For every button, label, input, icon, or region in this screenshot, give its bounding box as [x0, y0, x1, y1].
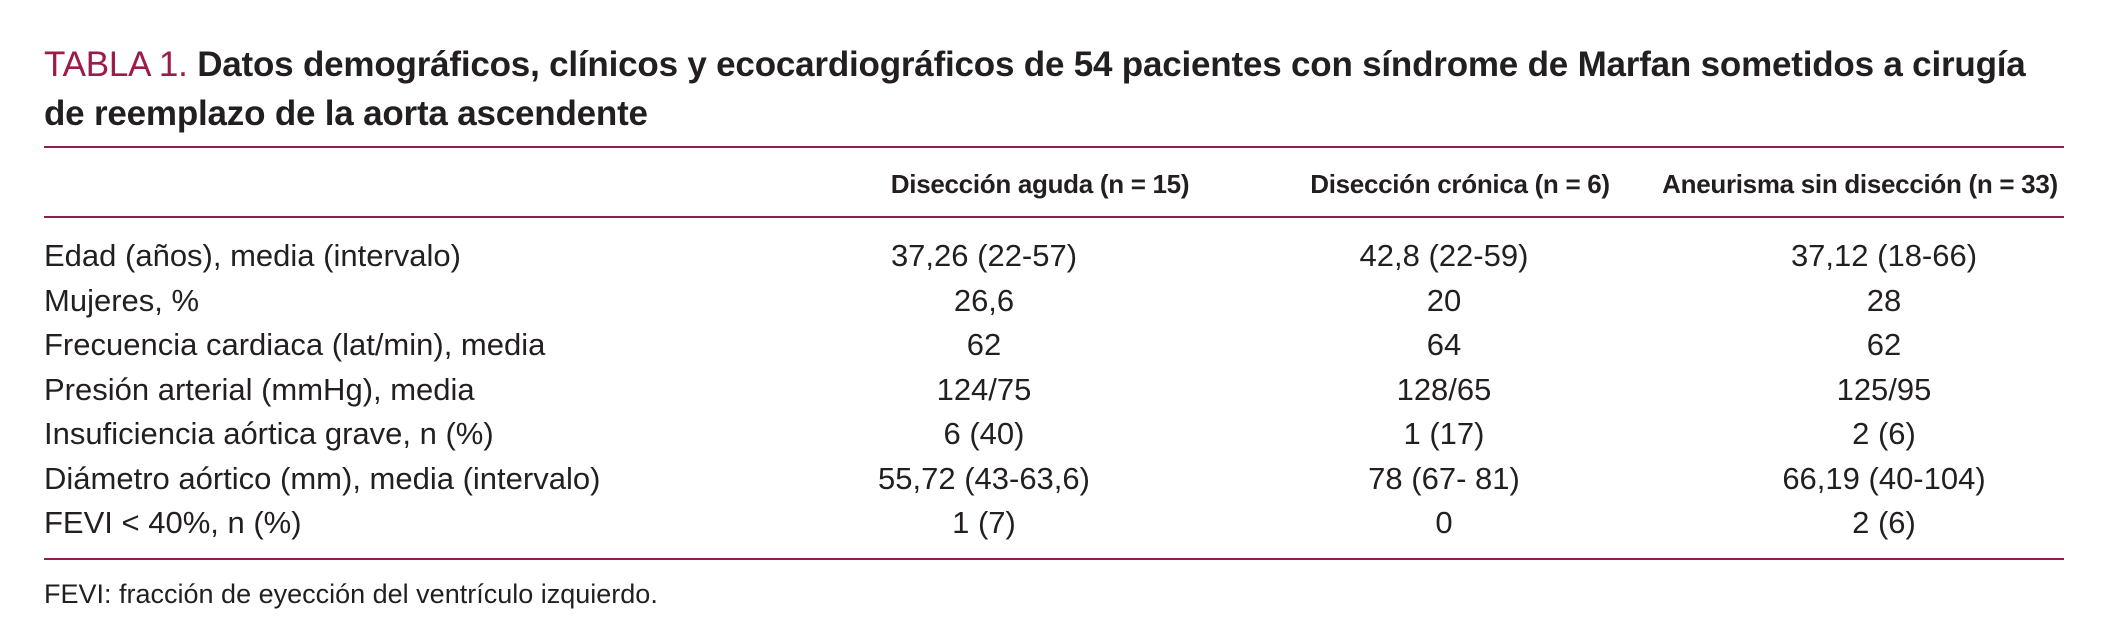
row-label: Mujeres, % [44, 282, 200, 318]
cell-chronic: 1 (17) [1403, 416, 1485, 451]
table-body: Edad (años), media (intervalo) 37,26 (22… [44, 234, 2064, 546]
table-row: Edad (años), media (intervalo) 37,26 (22… [44, 234, 2064, 279]
cell-aneurysm: 125/95 [1836, 371, 1932, 407]
cell-acute: 62 [966, 327, 1002, 362]
cell-aneurysm: 66,19 (40-104) [1782, 460, 1986, 496]
cell-aneurysm: 2 (6) [1852, 416, 1916, 451]
table-caption: Datos demográficos, clínicos y ecocardio… [44, 45, 2026, 133]
row-label: Presión arterial (mmHg), media [44, 371, 475, 407]
cell-aneurysm: 28 [1866, 282, 1902, 318]
table-number-label: TABLA 1. [44, 45, 188, 84]
column-header-aneurysm: Aneurisma sin disección (n = 33) [1662, 169, 2058, 199]
table-row: FEVI < 40%, n (%) 1 (7) 0 2 (6) [44, 501, 2064, 546]
column-header-chronic-dissection: Disección crónica (n = 6) [1310, 169, 1610, 199]
cell-chronic: 128/65 [1396, 371, 1492, 407]
cell-chronic: 20 [1426, 282, 1462, 318]
table-row: Mujeres, % 26,6 20 28 [44, 279, 2064, 324]
cell-acute: 55,72 (43-63,6) [878, 460, 1090, 496]
cell-acute: 26,6 [953, 282, 1015, 318]
row-label: Frecuencia cardiaca (lat/min), media [44, 327, 546, 362]
header-rule [44, 216, 2064, 218]
bottom-rule [44, 558, 2064, 560]
table-row: Insuficiencia aórtica grave, n (%) 6 (40… [44, 412, 2064, 457]
table-row: Diámetro aórtico (mm), media (intervalo)… [44, 457, 2064, 502]
row-label: Diámetro aórtico (mm), media (intervalo) [44, 460, 601, 496]
table-title: TABLA 1. Datos demográficos, clínicos y … [44, 40, 2074, 138]
cell-acute: 124/75 [936, 371, 1032, 407]
row-label: Insuficiencia aórtica grave, n (%) [44, 416, 494, 451]
cell-aneurysm: 62 [1866, 327, 1902, 362]
column-header-acute-dissection: Disección aguda (n = 15) [890, 169, 1190, 199]
row-label: Edad (años), media (intervalo) [44, 238, 461, 273]
cell-chronic: 78 (67- 81) [1368, 460, 1520, 496]
table-footnote: FEVI: fracción de eyección del ventrícul… [44, 579, 658, 609]
cell-aneurysm: 37,12 (18-66) [1790, 238, 1978, 273]
cell-chronic: 42,8 (22-59) [1359, 238, 1529, 273]
cell-aneurysm: 2 (6) [1852, 505, 1916, 540]
top-rule [44, 146, 2064, 148]
table-row: Frecuencia cardiaca (lat/min), media 62 … [44, 323, 2064, 368]
cell-acute: 1 (7) [952, 505, 1016, 540]
table-row: Presión arterial (mmHg), media 124/75 12… [44, 368, 2064, 413]
cell-chronic: 64 [1426, 327, 1462, 362]
cell-acute: 37,26 (22-57) [890, 238, 1078, 273]
row-label: FEVI < 40%, n (%) [44, 505, 302, 540]
cell-chronic: 0 [1435, 505, 1453, 540]
cell-acute: 6 (40) [943, 416, 1025, 451]
